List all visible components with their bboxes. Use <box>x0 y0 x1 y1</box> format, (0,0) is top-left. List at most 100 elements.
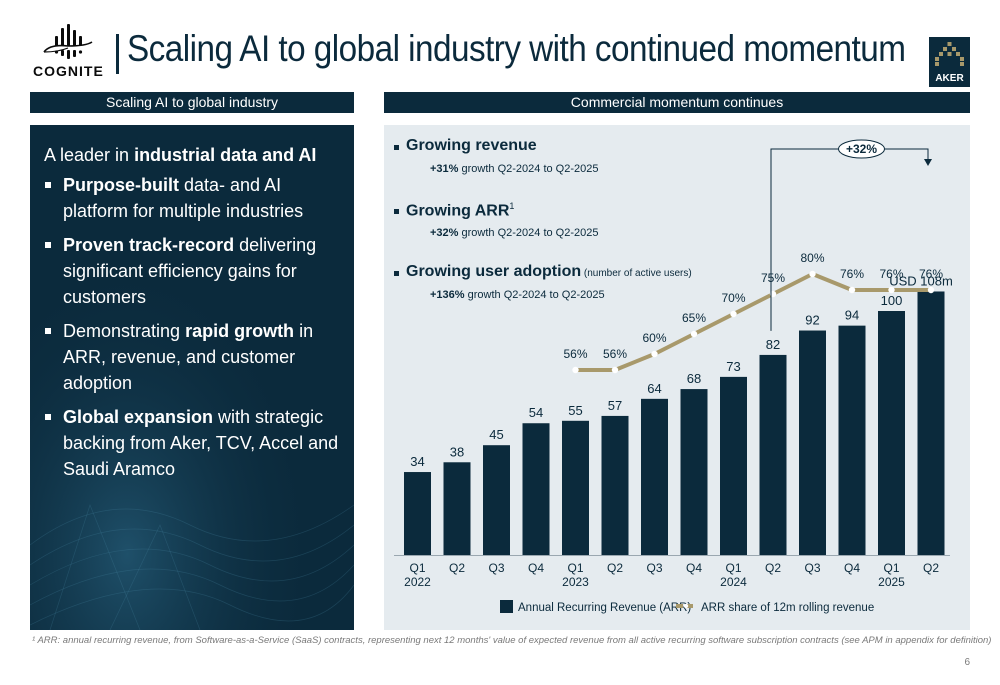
bar-arr <box>404 472 431 555</box>
bullet-square-icon <box>45 414 51 420</box>
bar-value-label: 73 <box>726 359 740 374</box>
kpi-title-text: Growing user adoption <box>406 263 582 280</box>
line-arr-share <box>575 272 931 372</box>
x-tick-label: Q2 <box>923 561 939 575</box>
line-point <box>611 366 619 374</box>
x-tick-label: Q1 <box>409 561 425 575</box>
x-tick-label: Q2 <box>449 561 465 575</box>
kpi-title-text: Growing ARR <box>406 202 510 220</box>
bullet-square-icon <box>45 328 51 334</box>
x-tick-label: Q4 <box>686 561 702 575</box>
bar-value-label: USD 108m <box>889 273 953 288</box>
bar-arr <box>878 311 905 555</box>
x-tick-year-label: 2022 <box>404 575 431 589</box>
left-info-panel: A leader in industrial data and AI Purpo… <box>30 125 354 630</box>
legend-label-arr: Annual Recurring Revenue (ARR) <box>518 602 691 614</box>
bar-arr <box>641 398 668 555</box>
line-value-label: 56% <box>563 347 587 361</box>
bar-arr <box>601 415 629 555</box>
bar-arr <box>522 423 550 555</box>
x-tick-label: Q2 <box>765 561 781 575</box>
legend-label-arr-share: ARR share of 12m rolling revenue <box>701 602 874 614</box>
bar-arr <box>720 376 747 555</box>
line-value-label: 60% <box>642 331 666 345</box>
kpi-growth: +136% growth Q2-2024 to Q2-2025 <box>430 289 605 301</box>
line-value-label: 75% <box>761 271 785 285</box>
x-tick-year-label: 2025 <box>878 575 905 589</box>
bar-value-label: 100 <box>881 293 903 308</box>
bullet-text: data- and AI platform for multiple indus… <box>63 175 304 221</box>
bar-arr <box>838 325 866 555</box>
line-value-label: 76% <box>879 267 903 281</box>
x-tick-label: Q4 <box>528 561 544 575</box>
line-value-label: 56% <box>603 347 627 361</box>
lead-prefix: A leader in <box>44 145 135 165</box>
bar-value-label: 92 <box>805 313 819 328</box>
right-chart-panel: 34 38 45 54 55 57 64 68 73 82 92 94 100 USD 108m Q1 202… <box>384 125 970 630</box>
page-number: 6 <box>964 657 970 668</box>
line-point <box>572 366 579 374</box>
lead-bold: industrial data and AI <box>134 145 317 165</box>
bullet-item: Demonstrating rapid growth in ARR, reven… <box>44 318 349 396</box>
bar-arr <box>799 330 826 555</box>
bar-value-label: 55 <box>568 403 582 418</box>
x-tick-year-label: 2024 <box>720 575 747 589</box>
bar-value-label: 68 <box>687 371 701 386</box>
x-tick-label: Q3 <box>804 561 820 575</box>
kpi-title: Growing ARR1 <box>406 201 514 220</box>
legend-swatch-point <box>683 603 689 609</box>
bar-value-label: 54 <box>529 405 543 420</box>
kpi-growth-value: +136% <box>430 289 465 301</box>
x-tick-label: Q2 <box>607 561 623 575</box>
bullet-square-icon <box>394 209 399 214</box>
bar-value-label: 64 <box>647 381 661 396</box>
bar-value-label: 57 <box>608 398 622 413</box>
bar-value-label: 45 <box>489 427 503 442</box>
bullet-text: delivering significant efficiency gains … <box>63 235 317 307</box>
bar-value-label: 38 <box>450 444 464 459</box>
bullet-pre: Demonstrating <box>63 321 186 341</box>
bar-value-label: 82 <box>766 337 780 352</box>
x-tick-label: Q3 <box>646 561 662 575</box>
page-title: Scaling AI to global industry with conti… <box>127 28 906 69</box>
kpi-title: Growing user adoption (number of active … <box>406 263 692 281</box>
cognite-logo-icon <box>43 24 93 59</box>
kpi-growth-text: growth Q2-2024 to Q2-2025 <box>464 289 605 301</box>
network-wave-background <box>30 125 354 630</box>
bullet-bold: Purpose-built <box>63 175 179 195</box>
legend-swatch-bar <box>500 600 513 613</box>
x-tick-label: Q1 <box>567 561 583 575</box>
bullet-text: with strategic backing from Aker, TCV, A… <box>63 407 339 479</box>
growth-bracket <box>770 148 929 331</box>
bullet-square-icon <box>394 271 399 276</box>
bullet-bold: Proven track-record <box>63 235 235 255</box>
line-point <box>730 310 737 318</box>
bullet-item: Proven track-record delivering significa… <box>44 232 349 310</box>
line-value-label: 80% <box>800 251 824 265</box>
bullet-bold: rapid growth <box>185 321 295 341</box>
line-point <box>690 330 698 338</box>
bar-arr <box>562 420 589 555</box>
x-tick-label: Q1 <box>725 561 741 575</box>
growth-badge <box>838 139 885 159</box>
line-value-label: 76% <box>840 267 864 281</box>
kpi-title: Growing revenue <box>406 137 537 155</box>
footnote: ¹ ARR: annual recurring revenue, from So… <box>32 635 992 646</box>
line-point <box>927 286 935 294</box>
x-tick-label: Q3 <box>488 561 504 575</box>
title-separator <box>116 34 119 74</box>
kpi-title-text: Growing revenue <box>406 137 537 154</box>
right-section-header: Commercial momentum continues <box>384 92 970 113</box>
left-lead-text: A leader in industrial data and AI <box>44 145 349 166</box>
bullet-item: Purpose-built data- and AI platform for … <box>44 172 349 224</box>
footnote-ref: 1 <box>509 201 515 211</box>
x-tick-label: Q1 <box>883 561 899 575</box>
bar-value-label: 34 <box>410 454 424 469</box>
aker-logo: AKER <box>929 37 970 87</box>
line-point <box>809 270 816 278</box>
kpi-note: (number of active users) <box>581 268 692 279</box>
line-point <box>651 350 658 358</box>
bullet-square-icon <box>45 182 51 188</box>
kpi-growth-value: +32% <box>430 227 459 239</box>
line-point <box>888 286 895 294</box>
